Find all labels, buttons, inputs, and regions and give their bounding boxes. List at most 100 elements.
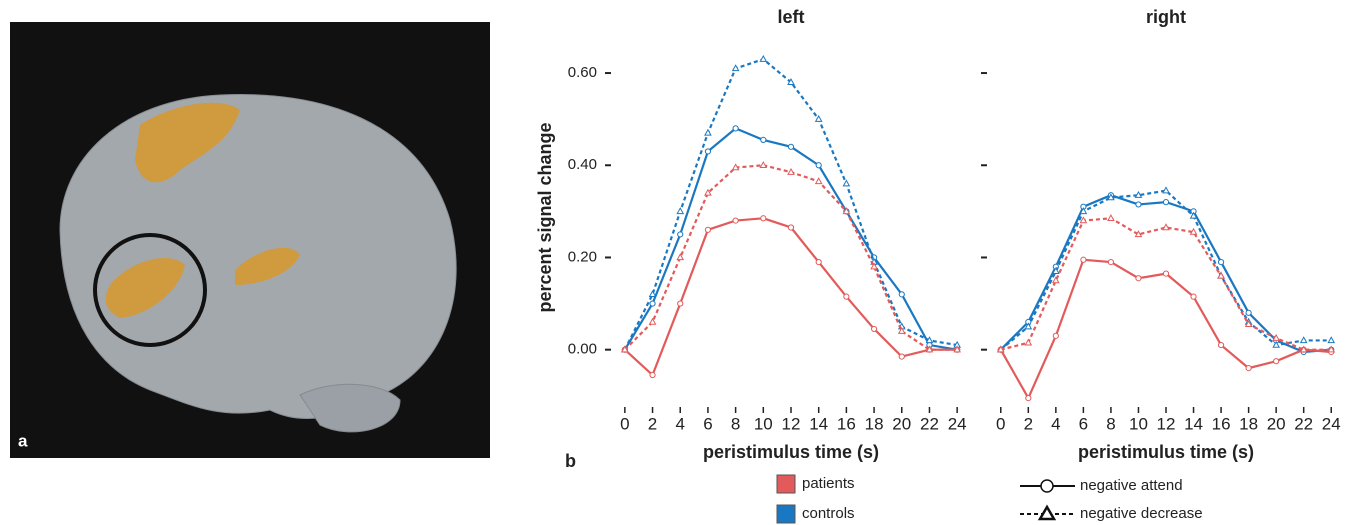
marker [1273, 358, 1280, 365]
x-tick-label: 24 [1322, 414, 1341, 433]
x-tick-label: 6 [703, 414, 712, 433]
marker [649, 371, 656, 379]
x-tick-label: 20 [1267, 414, 1286, 433]
activation [235, 247, 300, 285]
marker [1189, 211, 1198, 219]
marker [870, 325, 878, 333]
marker [1245, 365, 1252, 372]
marker [996, 345, 1005, 353]
marker [1299, 345, 1308, 353]
marker [1107, 258, 1115, 266]
legend-swatch [776, 504, 796, 524]
marker [648, 317, 657, 325]
marker [1272, 340, 1280, 348]
marker [1245, 309, 1252, 316]
marker [1107, 193, 1115, 201]
marker [1079, 207, 1088, 215]
x-tick-label: 0 [620, 414, 629, 433]
marker [1052, 332, 1059, 339]
legend-marker [1037, 504, 1057, 521]
marker [842, 207, 851, 215]
x-tick-label: 10 [1129, 414, 1148, 433]
marker [1135, 275, 1142, 282]
x-tick-label: 14 [1184, 414, 1203, 433]
legend-label: negative decrease [1080, 505, 1203, 522]
x-tick-label: 22 [920, 414, 939, 433]
marker [1244, 320, 1253, 328]
x-axis-label: peristimulus time (s) [1078, 442, 1254, 462]
y-axis-label: percent signal change [535, 122, 555, 312]
marker [731, 64, 740, 72]
x-tick-label: 6 [1079, 414, 1088, 433]
series-line [624, 217, 958, 377]
marker [870, 262, 878, 270]
x-tick-label: 4 [675, 414, 684, 433]
marker [676, 253, 685, 261]
marker [1217, 341, 1225, 349]
marker [732, 125, 739, 132]
x-tick-label: 2 [1024, 414, 1033, 433]
x-tick-label: 22 [1294, 414, 1313, 433]
marker [1079, 216, 1088, 224]
marker [897, 327, 906, 334]
y-tick-label: 0.60 [568, 64, 597, 81]
x-tick-label: 18 [865, 414, 884, 433]
marker [815, 258, 822, 266]
x-tick-label: 16 [837, 414, 856, 433]
marker [759, 54, 768, 62]
x-tick-label: 12 [1157, 414, 1176, 433]
marker [620, 345, 629, 353]
marker [815, 162, 822, 169]
x-tick-label: 24 [948, 414, 967, 433]
marker [925, 345, 934, 353]
marker [704, 128, 712, 136]
marker [731, 163, 740, 171]
legend: patients controls negative attend negative … [776, 474, 1203, 524]
marker [704, 188, 712, 196]
marker [1217, 258, 1225, 266]
marker [677, 231, 684, 238]
marker [1025, 394, 1032, 402]
marker [814, 177, 823, 185]
marker [1134, 230, 1143, 238]
activation [105, 257, 185, 318]
marker [925, 336, 934, 344]
cerebellum [299, 383, 401, 433]
marker [1052, 267, 1060, 274]
marker [1162, 223, 1170, 231]
marker [787, 78, 795, 85]
x-tick-label: 10 [754, 414, 773, 433]
marker [898, 353, 905, 360]
x-tick-label: 16 [1212, 414, 1231, 433]
marker [1162, 270, 1170, 277]
x-axis-label: peristimulus time (s) [703, 442, 879, 462]
series-line [1000, 217, 1332, 351]
marker [1299, 336, 1308, 344]
marker [842, 179, 851, 187]
marker [649, 300, 656, 307]
x-tick-label: 0 [996, 414, 1005, 433]
marker [953, 345, 962, 353]
marker [676, 207, 685, 215]
x-tick-label: 8 [1106, 414, 1115, 433]
marker [787, 224, 795, 231]
marker [1135, 201, 1142, 208]
marker [1327, 336, 1336, 344]
marker [1107, 214, 1115, 221]
marker [787, 167, 795, 175]
marker [760, 215, 767, 222]
marker [787, 143, 795, 150]
x-tick-label: 4 [1051, 414, 1060, 433]
marker [1189, 227, 1198, 235]
marker [1162, 186, 1170, 194]
series-line [624, 164, 958, 351]
marker [760, 136, 767, 144]
marker [1080, 256, 1087, 263]
marker [1024, 338, 1033, 346]
series-line [1000, 189, 1332, 351]
x-tick-label: 14 [809, 414, 828, 433]
chart-title: right [1146, 7, 1186, 27]
marker [732, 217, 739, 224]
marker [677, 300, 684, 307]
marker [898, 291, 905, 298]
